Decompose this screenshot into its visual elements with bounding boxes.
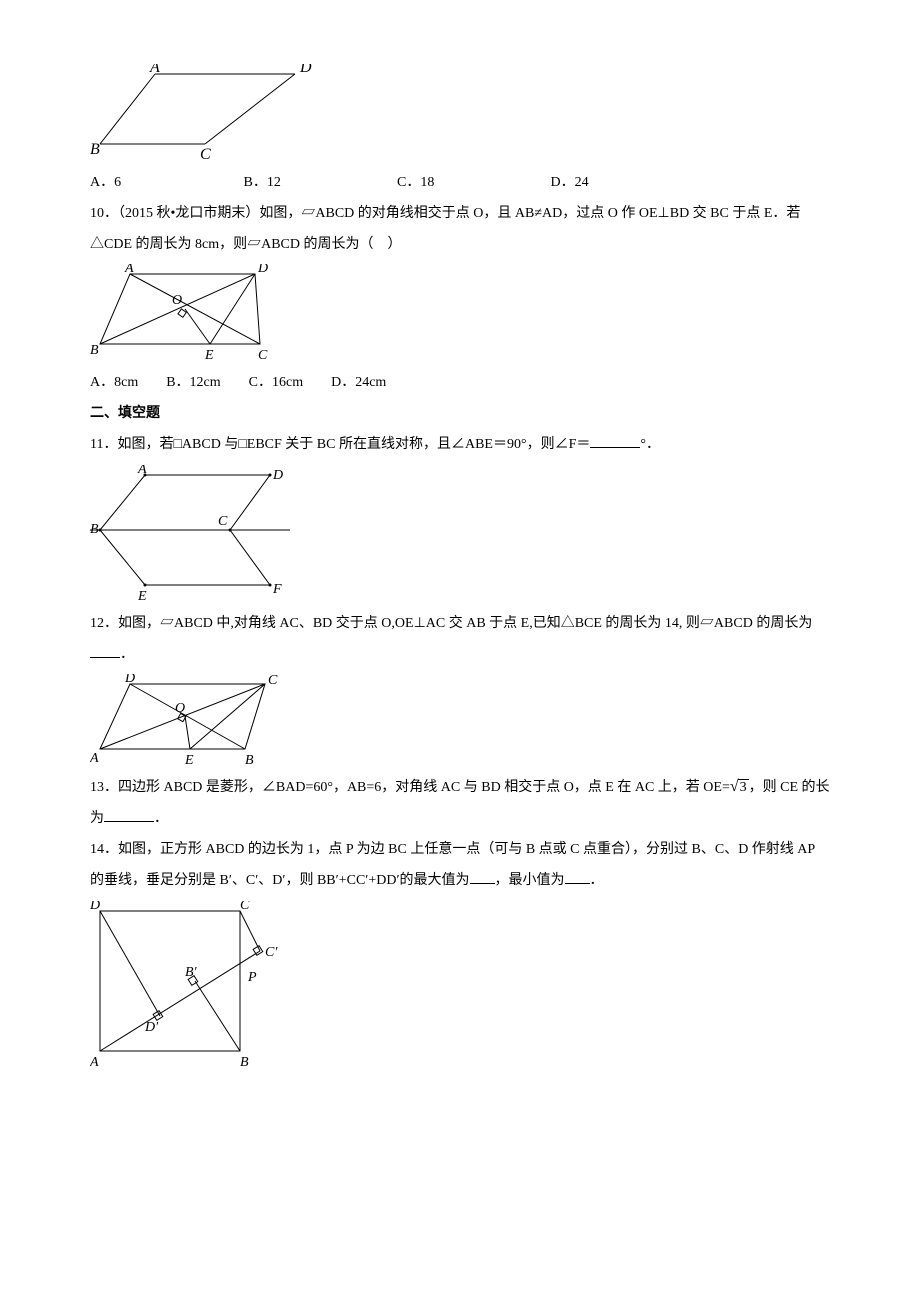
svg-text:D: D [257,264,268,276]
q12-text: 12．如图，▱ABCD 中,对角线 AC、BD 交于点 O,OE⊥AC 交 AB… [90,609,830,671]
svg-text:B: B [90,141,100,158]
q12-blank [90,643,120,658]
svg-text:D: D [124,674,135,686]
q14-figure: D C A B P C′ B′ D′ [90,901,830,1071]
svg-text:D: D [299,64,312,76]
svg-text:A: A [90,1055,99,1070]
svg-text:P: P [247,970,257,985]
q14-text-mid: ，最小值为 [495,873,565,888]
svg-text:E: E [204,348,214,363]
svg-text:C: C [258,348,268,363]
q14-text-pre: 14．如图，正方形 ABCD 的边长为 1，点 P 为边 BC 上任意一点（可与… [90,842,815,888]
svg-text:E: E [184,753,194,768]
svg-text:A: A [149,64,160,76]
q9-opt-c: C．18 [397,168,547,199]
svg-text:E: E [137,589,147,604]
svg-text:O: O [175,701,185,716]
q9-figure: A D B C [90,64,830,164]
q14-text: 14．如图，正方形 ABCD 的边长为 1，点 P 为边 BC 上任意一点（可与… [90,835,830,897]
q9-opt-a: A．6 [90,168,240,199]
svg-text:B: B [240,1055,249,1070]
q9-opt-b: B．12 [244,168,394,199]
q12-figure: D C A E B O [90,674,830,769]
q11-figure: A D B C E F [90,465,830,605]
q9-opt-d: D．24 [551,168,589,199]
svg-text:C′: C′ [265,945,278,960]
q13-text-post: ． [154,811,168,826]
svg-text:F: F [272,582,282,597]
svg-text:O: O [172,293,182,308]
q10-figure: A D B E C O [90,264,830,364]
svg-text:D′: D′ [144,1020,159,1035]
q13-sqrt-val: 3 [738,779,749,797]
q14-blank-2 [565,869,590,884]
svg-text:C: C [268,674,278,688]
q12-text-post: ． [120,647,134,662]
svg-text:B: B [90,343,99,358]
q13-text: 13．四边形 ABCD 是菱形，∠BAD=60°，AB=6，对角线 AC 与 B… [90,773,830,835]
svg-text:D: D [272,468,283,483]
q11-text-post: °． [640,437,660,452]
q9-options: A．6 B．12 C．18 D．24 [90,168,830,199]
sqrt-icon: √3 [730,779,749,797]
q12-text-pre: 12．如图，▱ABCD 中,对角线 AC、BD 交于点 O,OE⊥AC 交 AB… [90,616,812,631]
svg-text:B: B [245,753,254,768]
q10-options: A．8cm B．12cm C．16cm D．24cm [90,368,830,399]
svg-text:C: C [218,514,228,529]
q13-text-pre: 13．四边形 ABCD 是菱形，∠BAD=60°，AB=6，对角线 AC 与 B… [90,780,730,795]
q14-text-post: ． [590,873,604,888]
svg-text:A: A [90,751,99,766]
svg-text:C: C [200,146,211,163]
svg-text:D: D [90,901,100,913]
svg-text:C: C [240,901,250,913]
svg-text:B′: B′ [185,965,198,980]
q11-text-pre: 11．如图，若□ABCD 与□EBCF 关于 BC 所在直线对称，且∠ABE＝9… [90,437,590,452]
q11-text: 11．如图，若□ABCD 与□EBCF 关于 BC 所在直线对称，且∠ABE＝9… [90,430,830,461]
q11-blank [590,433,640,448]
q13-blank [104,807,154,822]
svg-text:B: B [90,522,99,537]
q14-blank-1 [470,869,495,884]
svg-text:A: A [124,264,134,276]
section2-heading: 二、填空题 [90,399,830,430]
q10-text: 10．（2015 秋•龙口市期末）如图，▱ABCD 的对角线相交于点 O，且 A… [90,199,830,261]
